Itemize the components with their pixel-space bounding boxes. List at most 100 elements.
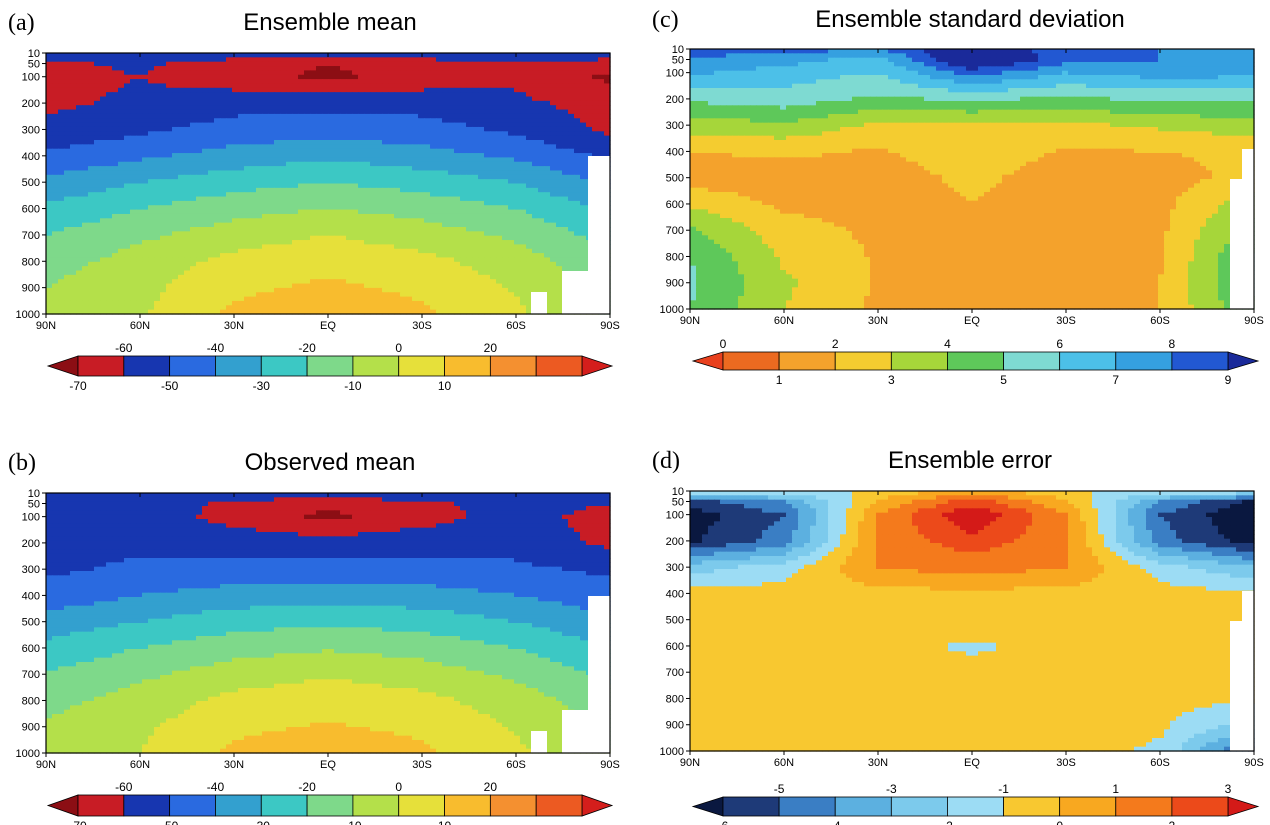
- heatmap-cell: [514, 213, 521, 219]
- heatmap-cell: [502, 126, 509, 132]
- heatmap-cell: [328, 126, 335, 132]
- heatmap-cell: [226, 53, 233, 58]
- heatmap-cell: [526, 105, 533, 111]
- heatmap-cell: [322, 170, 329, 176]
- heatmap-cell: [520, 174, 527, 180]
- heatmap-cell: [514, 135, 521, 141]
- heatmap-cell: [358, 231, 365, 237]
- heatmap-cell: [502, 279, 509, 285]
- heatmap-cell: [472, 57, 479, 63]
- heatmap-cell: [244, 153, 251, 158]
- heatmap-cell: [184, 105, 191, 111]
- heatmap-cell: [286, 61, 293, 67]
- heatmap-cell: [220, 109, 227, 115]
- heatmap-cell: [304, 74, 311, 80]
- heatmap-cell: [334, 118, 341, 124]
- heatmap-cell: [466, 70, 473, 76]
- heatmap-cell: [82, 244, 89, 250]
- heatmap-cell: [334, 253, 341, 259]
- heatmap-cell: [316, 140, 323, 145]
- heatmap-cell: [484, 53, 491, 58]
- heatmap-cell: [448, 74, 455, 80]
- heatmap-cell: [430, 183, 437, 189]
- heatmap-cell: [526, 66, 533, 71]
- heatmap-cell: [82, 174, 89, 180]
- heatmap-cell: [130, 274, 137, 280]
- heatmap-cell: [142, 274, 149, 280]
- heatmap-cell: [178, 253, 185, 259]
- heatmap-cell: [208, 231, 215, 237]
- heatmap-cell: [196, 61, 203, 67]
- heatmap-cell: [388, 279, 395, 285]
- heatmap-cell: [268, 270, 275, 276]
- heatmap-cell: [502, 266, 509, 272]
- heatmap-cell: [202, 87, 209, 93]
- heatmap-cell: [580, 144, 587, 150]
- heatmap-cell: [316, 83, 323, 89]
- heatmap-cell: [484, 109, 491, 115]
- heatmap-cell: [592, 100, 599, 106]
- heatmap-cell: [118, 53, 125, 58]
- heatmap-cell: [46, 83, 53, 89]
- heatmap-cell: [472, 279, 479, 285]
- heatmap-cell: [160, 131, 167, 137]
- heatmap-cell: [148, 257, 155, 263]
- heatmap-cell: [124, 144, 131, 150]
- heatmap-cell: [130, 196, 137, 202]
- heatmap-cell: [358, 192, 365, 198]
- heatmap-cell: [232, 118, 239, 124]
- heatmap-cell: [160, 231, 167, 237]
- heatmap-cell: [136, 66, 143, 71]
- heatmap-cell: [544, 70, 551, 76]
- heatmap-cell: [232, 61, 239, 67]
- heatmap-cell: [238, 153, 245, 158]
- heatmap-cell: [514, 244, 521, 250]
- heatmap-cell: [166, 205, 173, 211]
- heatmap-cell: [94, 113, 101, 119]
- heatmap-cell: [466, 205, 473, 211]
- heatmap-cell: [244, 144, 251, 150]
- heatmap-cell: [412, 192, 419, 198]
- heatmap-cell: [328, 266, 335, 272]
- heatmap-cell: [352, 166, 359, 172]
- heatmap-cell: [190, 61, 197, 67]
- heatmap-cell: [244, 279, 251, 285]
- heatmap-cell: [526, 92, 533, 98]
- heatmap-cell: [496, 122, 503, 128]
- heatmap-cell: [64, 135, 71, 141]
- heatmap-cell: [214, 66, 221, 71]
- heatmap-cell: [292, 200, 299, 206]
- heatmap-cell: [256, 122, 263, 128]
- heatmap-cell: [118, 109, 125, 115]
- heatmap-cell: [88, 213, 95, 219]
- heatmap-cell: [496, 161, 503, 167]
- heatmap-cell: [202, 79, 209, 85]
- heatmap-cell: [232, 113, 239, 119]
- heatmap-cell: [256, 261, 263, 267]
- heatmap-cell: [442, 79, 449, 85]
- heatmap-cell: [484, 74, 491, 80]
- heatmap-cell: [460, 213, 467, 219]
- heatmap-cell: [448, 66, 455, 71]
- heatmap-cell: [358, 257, 365, 263]
- heatmap-cell: [250, 161, 257, 167]
- heatmap-cell: [166, 70, 173, 76]
- heatmap-cell: [298, 148, 305, 154]
- heatmap-cell: [190, 261, 197, 267]
- heatmap-cell: [604, 105, 611, 111]
- heatmap-cell: [58, 244, 65, 250]
- heatmap-cell: [340, 135, 347, 141]
- heatmap-cell: [70, 261, 77, 267]
- heatmap-cell: [184, 109, 191, 115]
- heatmap-cell: [490, 200, 497, 206]
- heatmap-cell: [220, 183, 227, 189]
- heatmap-cell: [346, 187, 353, 193]
- heatmap-cell: [544, 166, 551, 172]
- heatmap-cell: [46, 166, 53, 172]
- heatmap-cell: [142, 53, 149, 58]
- heatmap-cell: [64, 231, 71, 237]
- heatmap-cell: [238, 100, 245, 106]
- heatmap-cell: [508, 74, 515, 80]
- heatmap-cell: [124, 92, 131, 98]
- heatmap-cell: [226, 83, 233, 89]
